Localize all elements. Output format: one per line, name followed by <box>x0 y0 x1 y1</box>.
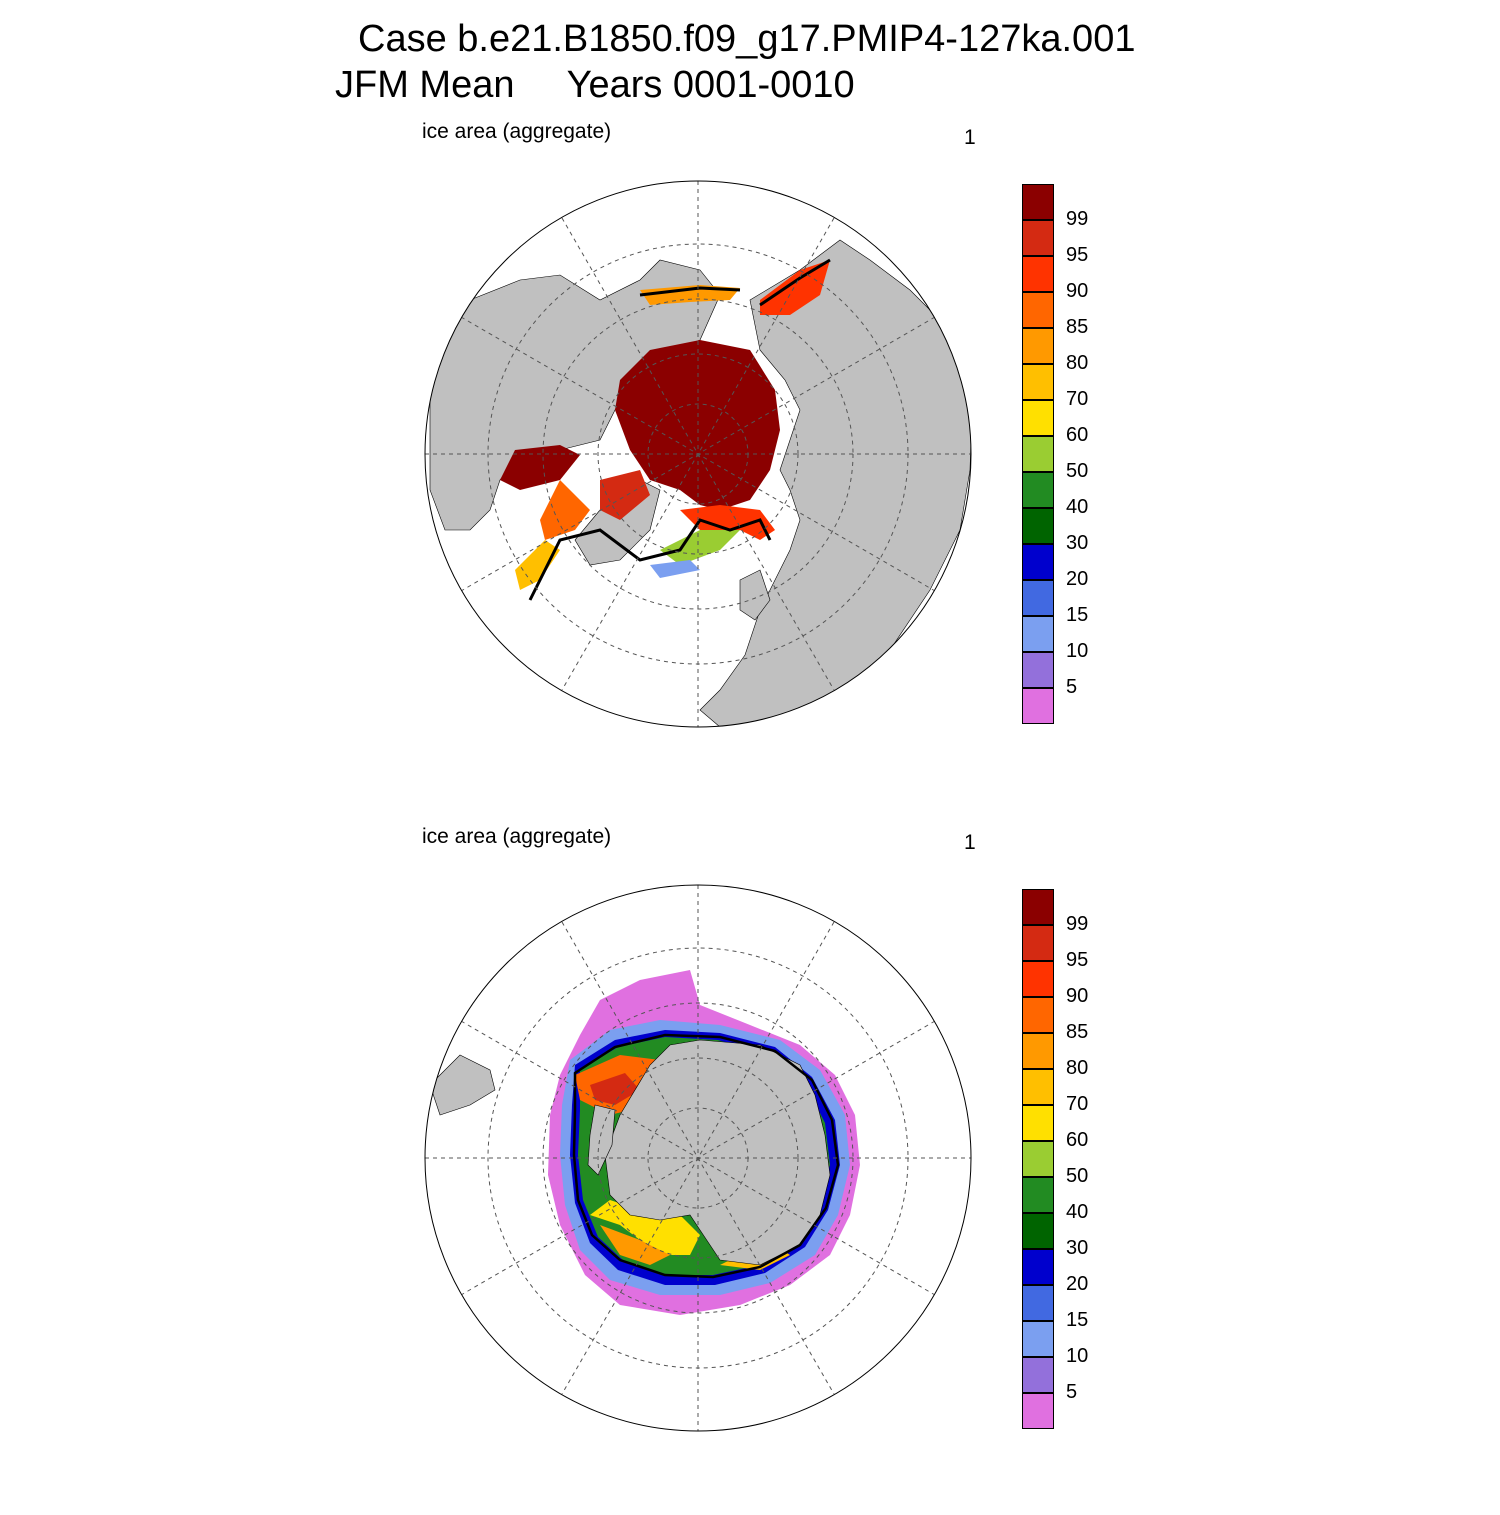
south-graticule <box>425 885 971 1431</box>
north-colorbar-label: 95 <box>1066 244 1089 266</box>
south-colorbar-label: 40 <box>1066 1201 1089 1223</box>
south-colorbar-swatch <box>1022 961 1054 997</box>
north-colorbar-label: 15 <box>1066 604 1089 626</box>
north-panel-units: 1 <box>964 126 976 149</box>
south-colorbar-label: 15 <box>1066 1309 1089 1331</box>
south-colorbar-label: 10 <box>1066 1345 1089 1367</box>
south-colorbar-label: 80 <box>1066 1057 1089 1079</box>
south-colorbar-swatch <box>1022 1033 1054 1069</box>
north-colorbar-swatch <box>1022 292 1054 328</box>
north-colorbar-swatch <box>1022 652 1054 688</box>
south-colorbar-label: 95 <box>1066 949 1089 971</box>
north-colorbar-swatch <box>1022 580 1054 616</box>
north-colorbar-label: 50 <box>1066 460 1089 482</box>
south-colorbar-label: 90 <box>1066 985 1089 1007</box>
north-polar-map <box>424 180 972 728</box>
south-colorbar-label: 50 <box>1066 1165 1089 1187</box>
south-colorbar-swatch <box>1022 1357 1054 1393</box>
north-sea-ice <box>500 260 830 590</box>
south-colorbar-swatch <box>1022 1285 1054 1321</box>
south-colorbar-swatch <box>1022 1393 1054 1429</box>
north-colorbar-label: 40 <box>1066 496 1089 518</box>
south-colorbar-label: 20 <box>1066 1273 1089 1295</box>
south-ice-edge-line <box>572 1033 840 1279</box>
south-colorbar-label: 60 <box>1066 1129 1089 1151</box>
south-panel-label: ice area (aggregate) <box>422 825 612 848</box>
north-colorbar-swatch <box>1022 220 1054 256</box>
south-colorbar-swatch <box>1022 1105 1054 1141</box>
north-colorbar-label: 70 <box>1066 388 1089 410</box>
north-colorbar-swatch <box>1022 436 1054 472</box>
south-colorbar-swatch <box>1022 1213 1054 1249</box>
north-ice-edge-line <box>528 258 831 601</box>
south-colorbar-swatch <box>1022 1177 1054 1213</box>
south-colorbar-label: 85 <box>1066 1021 1089 1043</box>
south-colorbar-swatch <box>1022 1141 1054 1177</box>
north-colorbar-swatch <box>1022 364 1054 400</box>
north-colorbar-swatch <box>1022 472 1054 508</box>
north-colorbar-label: 85 <box>1066 316 1089 338</box>
north-colorbar-swatch <box>1022 544 1054 580</box>
north-panel-label: ice area (aggregate) <box>422 120 612 143</box>
north-colorbar-label: 80 <box>1066 352 1089 374</box>
south-colorbar: 99 95 90 85 80 70 60 50 40 30 20 15 10 5 <box>1022 889 1132 1429</box>
north-graticule <box>425 181 971 727</box>
south-panel-units: 1 <box>964 831 976 854</box>
south-colorbar-label: 5 <box>1066 1381 1078 1403</box>
south-polar-map <box>424 884 972 1432</box>
north-colorbar-label: 99 <box>1066 208 1089 230</box>
south-colorbar-swatch <box>1022 889 1054 925</box>
north-colorbar-label: 60 <box>1066 424 1089 446</box>
north-colorbar-label: 10 <box>1066 640 1089 662</box>
north-colorbar-label: 5 <box>1066 676 1078 698</box>
figure-title-case: Case b.e21.B1850.f09_g17.PMIP4-127ka.001 <box>358 18 1136 60</box>
north-land <box>429 239 971 727</box>
south-colorbar-swatch <box>1022 925 1054 961</box>
south-panel: ice area (aggregate) 1 <box>0 815 1500 1515</box>
north-colorbar-swatch <box>1022 400 1054 436</box>
south-colorbar-swatch <box>1022 1249 1054 1285</box>
north-colorbar-swatch <box>1022 256 1054 292</box>
south-colorbar-swatch <box>1022 1321 1054 1357</box>
south-colorbar-swatch <box>1022 997 1054 1033</box>
north-colorbar-label: 90 <box>1066 280 1089 302</box>
north-colorbar-swatch <box>1022 184 1054 220</box>
south-colorbar-swatch <box>1022 1069 1054 1105</box>
north-colorbar-swatch <box>1022 508 1054 544</box>
north-colorbar-swatch <box>1022 616 1054 652</box>
north-colorbar: 99 95 90 85 80 70 60 50 40 30 20 15 10 5 <box>1022 184 1132 724</box>
south-colorbar-label: 99 <box>1066 913 1089 935</box>
north-colorbar-swatch <box>1022 688 1054 724</box>
south-colorbar-label: 30 <box>1066 1237 1089 1259</box>
north-colorbar-label: 20 <box>1066 568 1089 590</box>
north-colorbar-label: 30 <box>1066 532 1089 554</box>
figure-title-period: JFM Mean Years 0001-0010 <box>335 64 855 106</box>
north-panel: ice area (aggregate) 1 <box>0 110 1500 810</box>
south-colorbar-label: 70 <box>1066 1093 1089 1115</box>
north-colorbar-swatch <box>1022 328 1054 364</box>
